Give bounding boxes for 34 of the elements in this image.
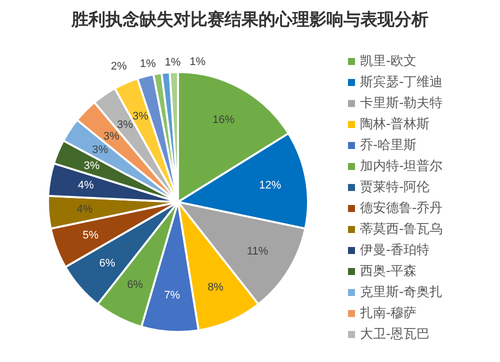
legend-label: 德安德鲁-乔丹 [360, 200, 443, 217]
legend-label: 卡里斯-勒夫特 [360, 95, 443, 112]
data-label: 8% [208, 282, 224, 294]
legend-label: 大卫-恩瓦巴 [360, 326, 430, 343]
data-label: 5% [82, 229, 99, 242]
data-label: 3% [116, 118, 134, 131]
data-label: 16% [212, 114, 235, 126]
data-label: 1% [190, 56, 206, 68]
chart-title: 胜利执念缺失对比赛结果的心理影响与表现分析 [70, 9, 430, 32]
data-label: 4% [76, 203, 93, 216]
legend-label: 乔-哈里斯 [360, 137, 417, 154]
data-label: 11% [246, 245, 268, 258]
data-label: 6% [99, 257, 116, 270]
data-label: 7% [164, 289, 180, 302]
data-label: 1% [164, 56, 181, 69]
legend-label: 贾莱特-阿伦 [360, 179, 430, 196]
legend-label: 扎南-穆萨 [360, 305, 417, 322]
legend-label: 克里斯-奇奥扎 [360, 284, 443, 301]
legend-label: 西奥-平森 [360, 263, 417, 280]
legend-label: 加内特-坦普尔 [360, 158, 443, 175]
data-label: 2% [110, 60, 128, 72]
data-label: 6% [127, 279, 144, 292]
data-label: 3% [84, 160, 100, 172]
legend-label: 伊曼-香珀特 [360, 242, 430, 259]
data-label: 4% [78, 180, 94, 192]
legend-label: 蒂莫西-鲁瓦乌 [360, 221, 443, 238]
legend-label: 凯里-欧文 [360, 53, 417, 70]
legend-label: 斯宾瑟-丁维迪 [360, 74, 443, 91]
legend-label: 陶林-普林斯 [360, 116, 430, 133]
data-label: 3% [92, 144, 108, 156]
data-label: 3% [103, 130, 120, 142]
data-label: 3% [132, 110, 149, 122]
data-label: 12% [259, 180, 282, 192]
data-label: 1% [140, 58, 156, 70]
